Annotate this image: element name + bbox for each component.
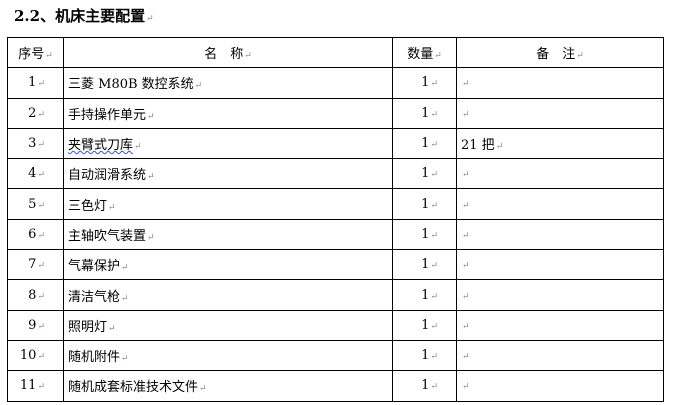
row-number: 3↵ xyxy=(7,127,64,160)
row-name: 随机成套标准技术文件↵ xyxy=(63,370,393,402)
row-quantity: 1↵ xyxy=(392,67,457,99)
table-row: 7↵ 气幕保护↵ 1↵ ↵ xyxy=(7,249,664,281)
table-row: 3↵ 夹臂式刀库↵ 1↵ 21 把↵ xyxy=(7,127,664,160)
configuration-table: 序号↵ 名 称↵ 数量↵ 备 注↵ 1↵ 三菱 M80B 数控系统↵ 1↵ ↵ 2↵ 手持… xyxy=(7,36,664,402)
table-row: 10↵ 随机附件↵ 1↵ ↵ xyxy=(7,339,664,372)
table-row: 5↵ 三色灯↵ 1↵ ↵ xyxy=(7,188,664,220)
row-note: ↵ xyxy=(456,67,664,99)
row-number: 4↵ xyxy=(7,158,64,190)
table-row: 2↵ 手持操作单元↵ 1↵ ↵ xyxy=(7,97,664,129)
row-number: 2↵ xyxy=(7,97,64,129)
table-row: 6↵ 主轴吹气装置↵ 1↵ ↵ xyxy=(7,218,664,251)
row-name: 夹臂式刀库↵ xyxy=(63,127,393,160)
row-number: 9↵ xyxy=(7,309,64,341)
row-quantity: 1↵ xyxy=(392,249,457,281)
row-number: 5↵ xyxy=(7,188,64,220)
row-name: 三色灯↵ xyxy=(63,188,393,220)
row-note: ↵ xyxy=(456,279,664,311)
row-number: 8↵ xyxy=(7,279,64,311)
table-row: 9↵ 照明灯↵ 1↵ ↵ xyxy=(7,309,664,341)
row-name: 照明灯↵ xyxy=(63,309,393,341)
row-quantity: 1↵ xyxy=(392,158,457,190)
paragraph-mark-icon: ↵ xyxy=(146,14,154,24)
row-number: 1↵ xyxy=(7,67,64,99)
section-heading: 2.2、机床主要配置↵ xyxy=(14,5,154,26)
header-no: 序号↵ xyxy=(7,36,64,69)
table-row: 8↵ 清洁气枪↵ 1↵ ↵ xyxy=(7,279,664,311)
row-note: ↵ xyxy=(456,339,664,372)
row-note: ↵ xyxy=(456,188,664,220)
row-number: 6↵ xyxy=(7,218,64,251)
heading-text: 2.2、机床主要配置 xyxy=(14,7,146,25)
row-quantity: 1↵ xyxy=(392,370,457,402)
row-note: ↵ xyxy=(456,158,664,190)
row-name: 自动润滑系统↵ xyxy=(63,158,393,190)
table-row: 1↵ 三菱 M80B 数控系统↵ 1↵ ↵ xyxy=(7,67,664,99)
row-name: 清洁气枪↵ xyxy=(63,279,393,311)
row-quantity: 1↵ xyxy=(392,218,457,251)
row-quantity: 1↵ xyxy=(392,279,457,311)
row-quantity: 1↵ xyxy=(392,97,457,129)
row-note: ↵ xyxy=(456,370,664,402)
row-note: ↵ xyxy=(456,309,664,341)
row-number: 7↵ xyxy=(7,249,64,281)
row-note: ↵ xyxy=(456,218,664,251)
row-note: 21 把↵ xyxy=(456,127,664,160)
row-quantity: 1↵ xyxy=(392,339,457,372)
row-note: ↵ xyxy=(456,249,664,281)
row-name: 三菱 M80B 数控系统↵ xyxy=(63,67,393,99)
row-quantity: 1↵ xyxy=(392,188,457,220)
row-name: 随机附件↵ xyxy=(63,339,393,372)
row-quantity: 1↵ xyxy=(392,127,457,160)
table-row: 11↵ 随机成套标准技术文件↵ 1↵ ↵ xyxy=(7,370,664,402)
header-note: 备 注↵ xyxy=(456,36,664,69)
row-quantity: 1↵ xyxy=(392,309,457,341)
row-number: 11↵ xyxy=(7,370,64,402)
table-row: 4↵ 自动润滑系统↵ 1↵ ↵ xyxy=(7,158,664,190)
table-header-row: 序号↵ 名 称↵ 数量↵ 备 注↵ xyxy=(7,36,664,69)
row-note: ↵ xyxy=(456,97,664,129)
row-name: 主轴吹气装置↵ xyxy=(63,218,393,251)
row-name: 气幕保护↵ xyxy=(63,249,393,281)
row-number: 10↵ xyxy=(7,339,64,372)
row-name: 手持操作单元↵ xyxy=(63,97,393,129)
header-qty: 数量↵ xyxy=(392,36,457,69)
header-name: 名 称↵ xyxy=(63,36,393,69)
